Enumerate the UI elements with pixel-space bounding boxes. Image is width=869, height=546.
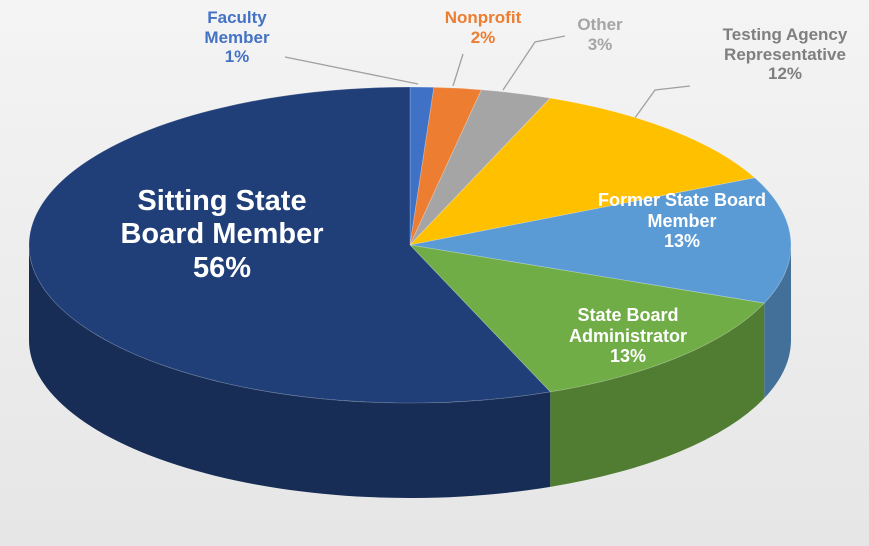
- pie-slice: [409, 86, 482, 246]
- value-label: 56%: [192, 251, 252, 284]
- slice-label: Testing Agency Representative 12%: [700, 25, 869, 84]
- slice-label: Nonprofit 2%: [428, 8, 538, 47]
- slice-side: [29, 245, 551, 498]
- pie-sides: [29, 245, 791, 498]
- leader-line: [452, 53, 464, 87]
- category-name: Former State Board Member: [597, 190, 767, 231]
- pie-slice: [28, 86, 552, 404]
- slice-label: Former State Board Member 13%: [592, 190, 772, 252]
- pie-tops: [28, 86, 792, 404]
- value-label: 13%: [609, 346, 647, 367]
- slice-label: Other 3%: [560, 15, 640, 54]
- value-label: 3%: [587, 34, 613, 54]
- pie-slice: [409, 177, 792, 304]
- category-name: Faculty Member: [204, 8, 270, 47]
- pie-slice: [409, 86, 435, 246]
- value-label: 2%: [470, 27, 496, 47]
- category-name: Other: [577, 15, 623, 34]
- slice-label: State Board Administrator 13%: [538, 305, 718, 367]
- slice-side: [550, 303, 765, 487]
- pie-slice: [409, 89, 552, 246]
- category-name: State Board Administrator: [568, 305, 687, 346]
- category-name: Sitting State Board Member: [120, 185, 324, 251]
- pie-slice: [408, 244, 766, 393]
- leader-line: [631, 85, 691, 123]
- value-label: 1%: [224, 47, 250, 67]
- category-name: Testing Agency Representative: [722, 25, 848, 64]
- leader-lines: [284, 35, 691, 123]
- leader-line: [502, 35, 566, 91]
- value-label: 12%: [767, 64, 803, 84]
- slice-side: [764, 245, 791, 399]
- value-label: 13%: [663, 231, 701, 252]
- pie-slice: [408, 97, 756, 246]
- category-name: Nonprofit: [444, 8, 522, 27]
- slice-label: Faculty Member 1%: [182, 8, 292, 67]
- slice-label: Sitting State Board Member 56%: [112, 185, 332, 285]
- leader-line: [284, 56, 419, 85]
